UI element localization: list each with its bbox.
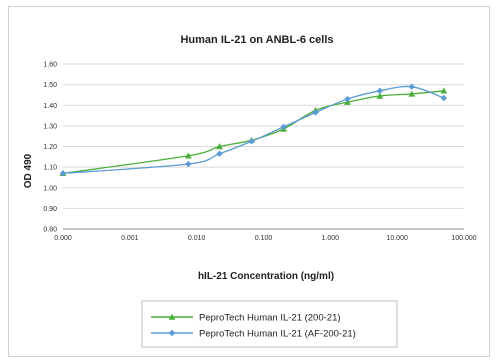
grid-lines <box>63 63 464 209</box>
y-tick-label: 1.60 <box>43 62 57 69</box>
y-tick-label: 1.10 <box>43 165 57 172</box>
data-point <box>312 109 319 116</box>
chart-title: Human IL-21 on ANBL-6 cells <box>180 34 333 46</box>
y-tick-label: 1.30 <box>43 123 57 130</box>
y-tick-label: 1.20 <box>43 144 57 151</box>
x-tick-label: 0.000 <box>54 235 72 242</box>
data-point <box>184 152 192 159</box>
y-tick-label: 1.50 <box>43 82 57 89</box>
x-axis-title: hIL-21 Concentration (ng/ml) <box>198 271 334 282</box>
data-point <box>376 87 384 95</box>
data-point <box>408 83 415 90</box>
x-tick-label: 10.000 <box>386 235 408 242</box>
x-tick-label: 0.010 <box>188 235 206 242</box>
legend-label: PeproTech Human IL-21 (200-21) <box>199 313 341 324</box>
data-point <box>376 92 384 99</box>
data-point <box>216 143 223 150</box>
series-2 <box>59 83 448 177</box>
legend: PeproTech Human IL-21 (200-21) PeproTech … <box>141 300 398 348</box>
y-axis-title: OD 490 <box>23 153 34 188</box>
legend-box <box>141 300 398 348</box>
x-tick-label: 0.001 <box>121 235 139 242</box>
legend-marker <box>168 329 176 337</box>
series-group <box>59 83 448 177</box>
y-tick-label: 0.80 <box>43 227 57 234</box>
y-tick-labels: 0.80 0.90 1.00 1.10 1.20 1.30 1.40 1.50 1.60 <box>43 62 57 234</box>
series-line <box>62 85 445 174</box>
x-tick-label: 1.000 <box>322 235 340 242</box>
chart-frame: Human IL-21 on ANBL-6 cells 0.80 0.90 1.00… <box>8 6 490 357</box>
x-tick-label: 100.000 <box>451 235 476 242</box>
legend-marker <box>168 313 176 320</box>
data-point <box>59 170 67 177</box>
data-point <box>280 123 287 131</box>
x-tick-labels: 0.000 0.001 0.010 0.100 1.000 10.000 100.000 <box>54 235 477 242</box>
series-line <box>62 90 444 174</box>
legend-label: PeproTech Human IL-21 (AF-200-21) <box>199 329 356 340</box>
data-point <box>344 95 351 103</box>
data-point <box>216 150 223 157</box>
data-point <box>248 138 255 145</box>
data-point <box>408 90 416 97</box>
chart-svg: Human IL-21 on ANBL-6 cells 0.80 0.90 1.00… <box>23 34 477 348</box>
x-tick-label: 0.100 <box>255 235 273 242</box>
y-tick-label: 1.00 <box>43 185 57 192</box>
y-tick-label: 1.40 <box>43 103 57 110</box>
series-1 <box>59 87 448 177</box>
data-point <box>440 94 448 102</box>
data-point <box>440 87 448 94</box>
data-point <box>185 160 192 168</box>
y-tick-label: 0.90 <box>43 206 57 213</box>
